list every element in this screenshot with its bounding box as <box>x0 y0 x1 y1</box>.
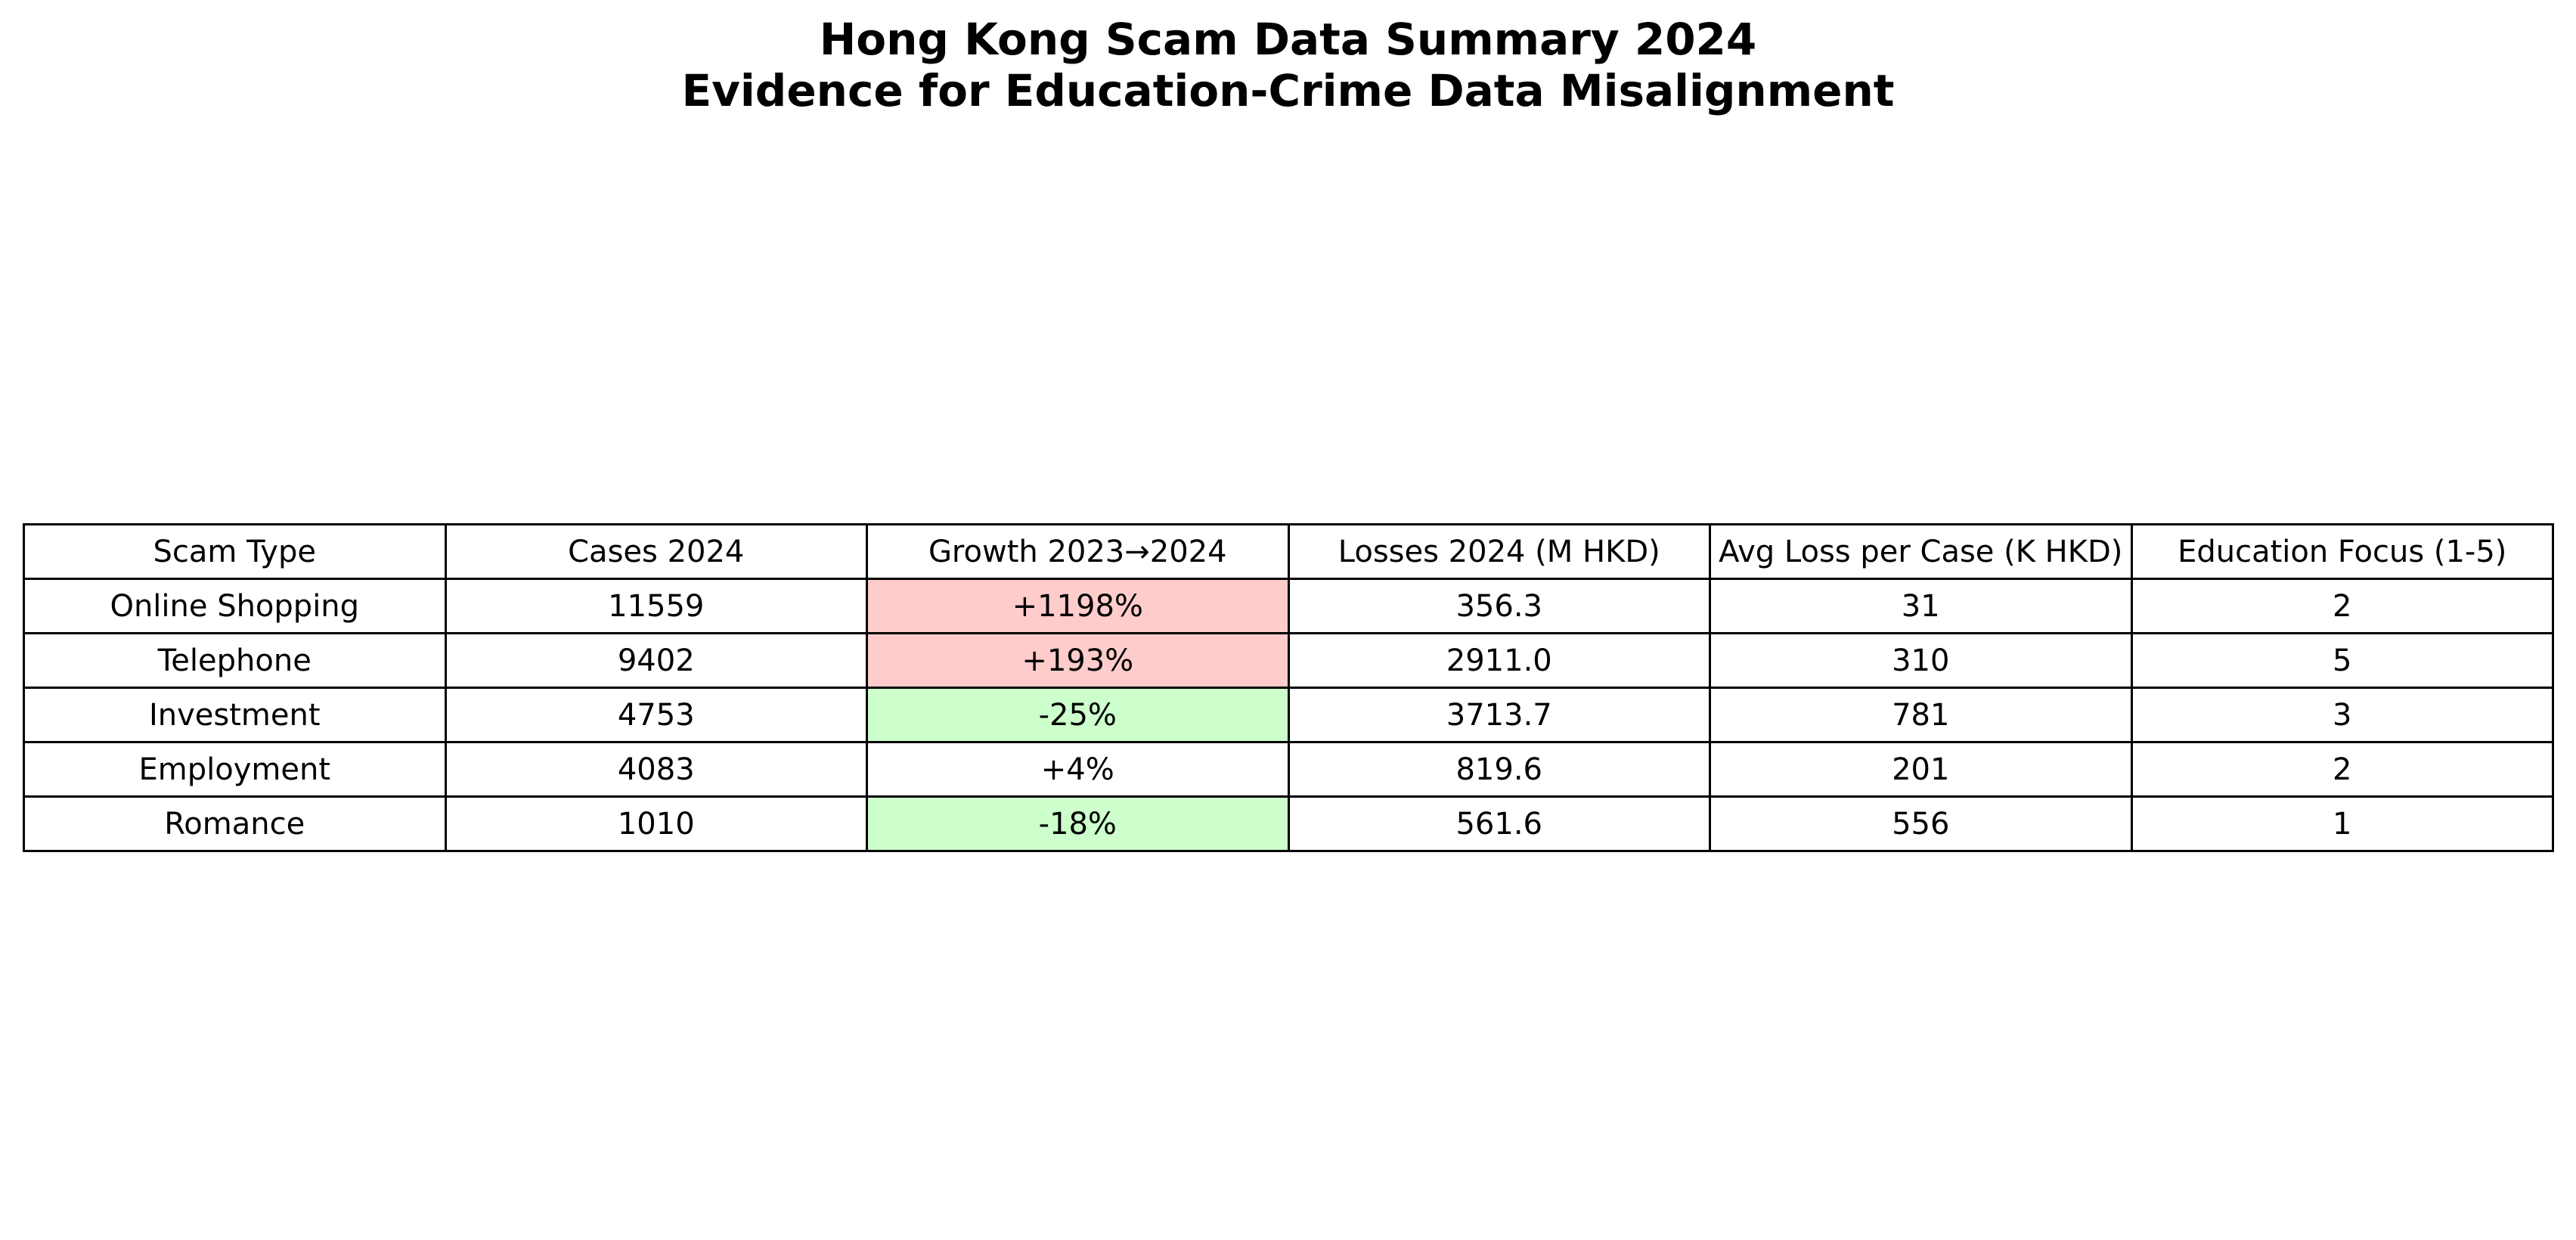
cell-growth: -25% <box>866 687 1290 743</box>
table-row: Employment 4083 +4% 819.6 201 2 <box>23 741 2554 798</box>
cell-education-focus: 3 <box>2130 687 2554 743</box>
cell-growth: +193% <box>866 632 1290 689</box>
chart-subtitle: Evidence for Education-Crime Data Misali… <box>681 65 1895 116</box>
cell-education-focus: 1 <box>2130 795 2554 852</box>
table-row: Telephone 9402 +193% 2911.0 310 5 <box>23 632 2554 689</box>
header-cases-2024: Cases 2024 <box>444 523 868 580</box>
header-growth: Growth 2023→2024 <box>866 523 1290 580</box>
cell-growth: +4% <box>866 741 1290 798</box>
cell-losses: 819.6 <box>1287 741 1711 798</box>
cell-education-focus: 2 <box>2130 741 2554 798</box>
cell-avg-loss: 31 <box>1709 578 2133 634</box>
header-scam-type: Scam Type <box>23 523 447 580</box>
cell-losses: 356.3 <box>1287 578 1711 634</box>
scam-data-table: Scam Type Cases 2024 Growth 2023→2024 Lo… <box>23 523 2554 852</box>
cell-losses: 561.6 <box>1287 795 1711 852</box>
cell-losses: 2911.0 <box>1287 632 1711 689</box>
cell-growth: +1198% <box>866 578 1290 634</box>
cell-cases: 4083 <box>444 741 868 798</box>
cell-scam-type: Online Shopping <box>23 578 447 634</box>
chart-title-block: Hong Kong Scam Data Summary 2024 Evidenc… <box>0 14 2576 116</box>
table-row: Romance 1010 -18% 561.6 556 1 <box>23 795 2554 852</box>
cell-cases: 9402 <box>444 632 868 689</box>
header-education-focus: Education Focus (1-5) <box>2130 523 2554 580</box>
cell-scam-type: Employment <box>23 741 447 798</box>
cell-losses: 3713.7 <box>1287 687 1711 743</box>
cell-avg-loss: 201 <box>1709 741 2133 798</box>
table-header-row: Scam Type Cases 2024 Growth 2023→2024 Lo… <box>23 523 2554 580</box>
chart-title: Hong Kong Scam Data Summary 2024 <box>819 14 1757 65</box>
header-avg-loss: Avg Loss per Case (K HKD) <box>1709 523 2133 580</box>
header-losses-2024: Losses 2024 (M HKD) <box>1287 523 1711 580</box>
cell-scam-type: Telephone <box>23 632 447 689</box>
cell-cases: 4753 <box>444 687 868 743</box>
cell-scam-type: Investment <box>23 687 447 743</box>
cell-cases: 11559 <box>444 578 868 634</box>
cell-growth: -18% <box>866 795 1290 852</box>
cell-avg-loss: 781 <box>1709 687 2133 743</box>
cell-avg-loss: 556 <box>1709 795 2133 852</box>
cell-scam-type: Romance <box>23 795 447 852</box>
table-row: Online Shopping 11559 +1198% 356.3 31 2 <box>23 578 2554 634</box>
table-row: Investment 4753 -25% 3713.7 781 3 <box>23 687 2554 743</box>
cell-avg-loss: 310 <box>1709 632 2133 689</box>
cell-education-focus: 5 <box>2130 632 2554 689</box>
cell-cases: 1010 <box>444 795 868 852</box>
cell-education-focus: 2 <box>2130 578 2554 634</box>
